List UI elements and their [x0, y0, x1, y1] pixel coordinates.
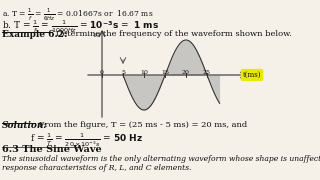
Text: Example 6.2:: Example 6.2:: [2, 30, 68, 39]
Text: a. T = $\frac{1}{f}$ = $\frac{1}{6Hz}$ = 0.01667s or  16.67 ms: a. T = $\frac{1}{f}$ = $\frac{1}{6Hz}$ =…: [2, 7, 154, 23]
Text: 15: 15: [161, 70, 169, 75]
Text: 6.3 The Sine Wave: 6.3 The Sine Wave: [2, 145, 102, 154]
Text: 5: 5: [121, 70, 125, 75]
Text: b. T = $\frac{1}{f}$ = $\frac{1}{1000Hz}$ = $\mathbf{10^{-3}s}$ =  $\mathbf{1\ m: b. T = $\frac{1}{f}$ = $\frac{1}{1000Hz}…: [2, 18, 159, 35]
Text: 0: 0: [100, 70, 104, 75]
Text: From the figure, T = (25 ms - 5 ms) = 20 ms, and: From the figure, T = (25 ms - 5 ms) = 20…: [36, 121, 247, 129]
Text: The sinusoidal waveform is the only alternating waveform whose shape is unaffect: The sinusoidal waveform is the only alte…: [2, 155, 320, 163]
Text: 10: 10: [92, 33, 100, 38]
Text: f = $\frac{1}{T}$ = $\frac{1}{20\times10^{-3}s}$ = $\mathbf{50\ Hz}$: f = $\frac{1}{T}$ = $\frac{1}{20\times10…: [30, 131, 143, 149]
Text: t(ms): t(ms): [243, 71, 261, 79]
Text: response characteristics of R, L, and C elements.: response characteristics of R, L, and C …: [2, 164, 191, 172]
Text: 10: 10: [140, 70, 148, 75]
Text: Determine the frequency of the waveform shown below.: Determine the frequency of the waveform …: [53, 30, 292, 38]
Text: Solution:: Solution:: [2, 121, 48, 130]
Text: 25: 25: [203, 70, 211, 75]
Text: 20: 20: [182, 70, 190, 75]
